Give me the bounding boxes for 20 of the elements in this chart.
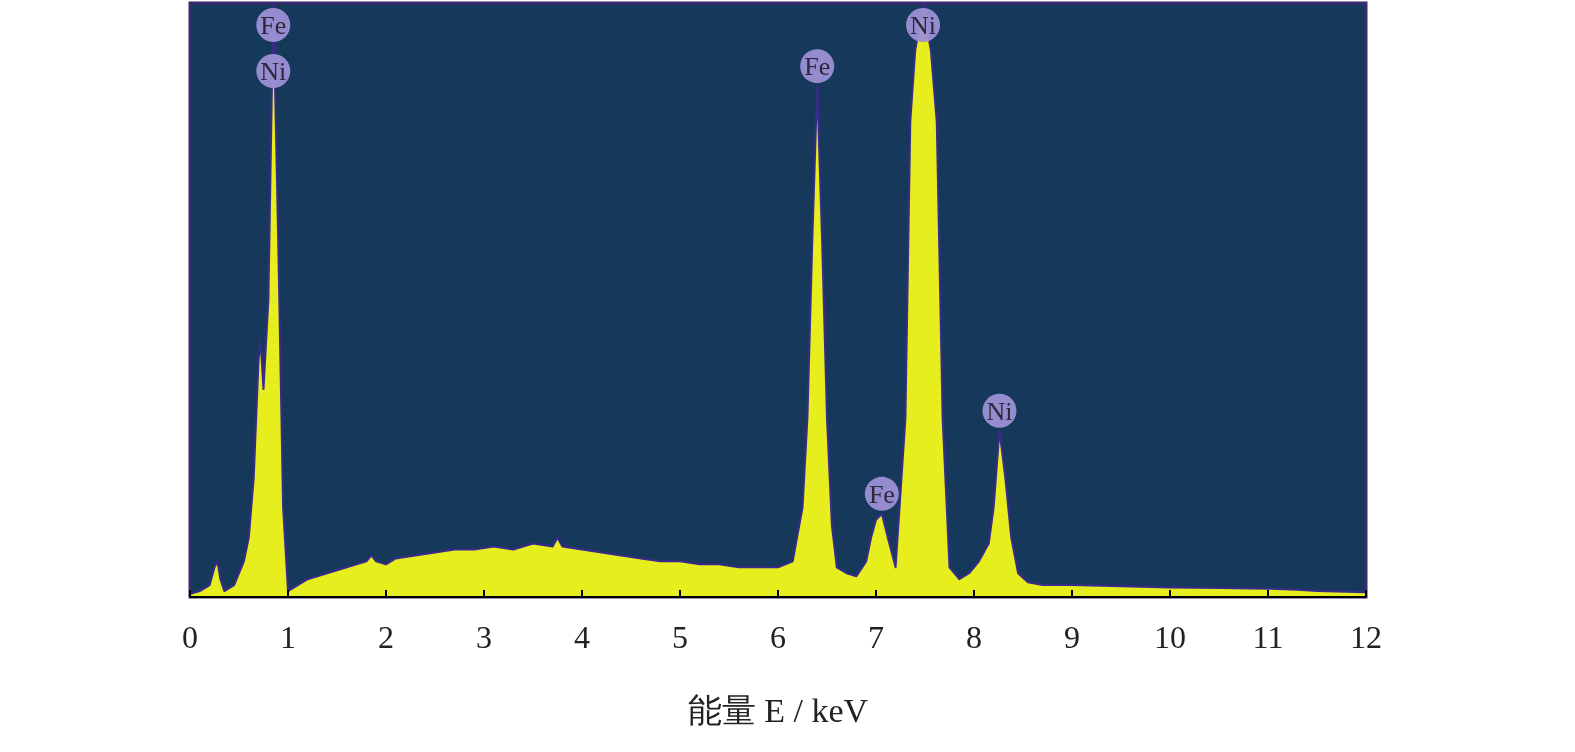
x-tick-label: 9 <box>1064 619 1080 655</box>
x-tick-label: 0 <box>182 619 198 655</box>
x-tick-label: 10 <box>1154 619 1186 655</box>
annotation: Ni <box>256 54 291 88</box>
x-tick-label: 11 <box>1252 619 1284 655</box>
x-tick-label: 3 <box>476 619 492 655</box>
x-tick-label: 7 <box>868 619 884 655</box>
x-tick-label: 1 <box>280 619 296 655</box>
annotation: Fe <box>256 8 291 42</box>
annotation: Fe <box>864 476 899 511</box>
x-tick-label: 6 <box>770 619 786 655</box>
x-axis-title: 能量 E / keV <box>687 692 869 729</box>
x-tick-label: 12 <box>1350 619 1382 655</box>
x-tick-label: 2 <box>378 619 394 655</box>
x-tick-label: 4 <box>574 619 590 655</box>
annotation: Ni <box>982 393 1017 428</box>
x-tick-label: 8 <box>966 619 982 655</box>
annotation: Fe <box>800 49 835 84</box>
x-tick-label: 5 <box>672 619 688 655</box>
annotation: Ni <box>906 8 941 42</box>
